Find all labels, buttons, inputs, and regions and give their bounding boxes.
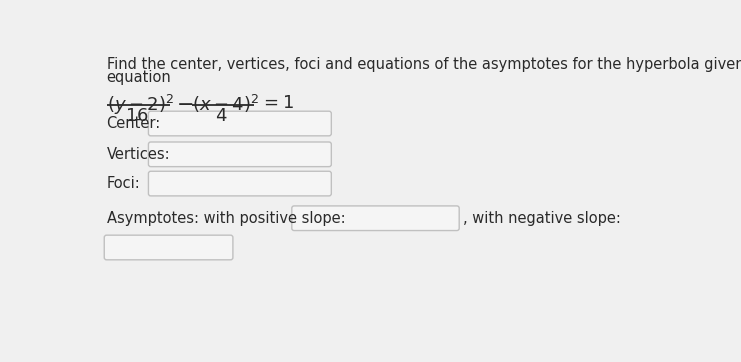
Text: Vertices:: Vertices: (107, 147, 170, 162)
Text: $(y-2)^2$: $(y-2)^2$ (107, 93, 173, 117)
Text: $4$: $4$ (215, 106, 227, 125)
Text: $(x-4)^2$: $(x-4)^2$ (192, 93, 259, 115)
Text: Foci:: Foci: (107, 176, 140, 191)
Text: Find the center, vertices, foci and equations of the asymptotes for the hyperbol: Find the center, vertices, foci and equa… (107, 56, 741, 72)
FancyBboxPatch shape (148, 142, 331, 167)
Text: Asymptotes: with positive slope:: Asymptotes: with positive slope: (107, 211, 345, 226)
Text: Center:: Center: (107, 116, 161, 131)
FancyBboxPatch shape (148, 111, 331, 136)
FancyBboxPatch shape (292, 206, 459, 231)
Text: $= 1$: $= 1$ (260, 94, 294, 113)
Text: equation: equation (107, 70, 171, 85)
Text: $16$: $16$ (125, 106, 149, 125)
Text: , with negative slope:: , with negative slope: (463, 211, 621, 226)
Text: $-$: $-$ (176, 94, 193, 113)
FancyBboxPatch shape (148, 171, 331, 196)
FancyBboxPatch shape (104, 235, 233, 260)
